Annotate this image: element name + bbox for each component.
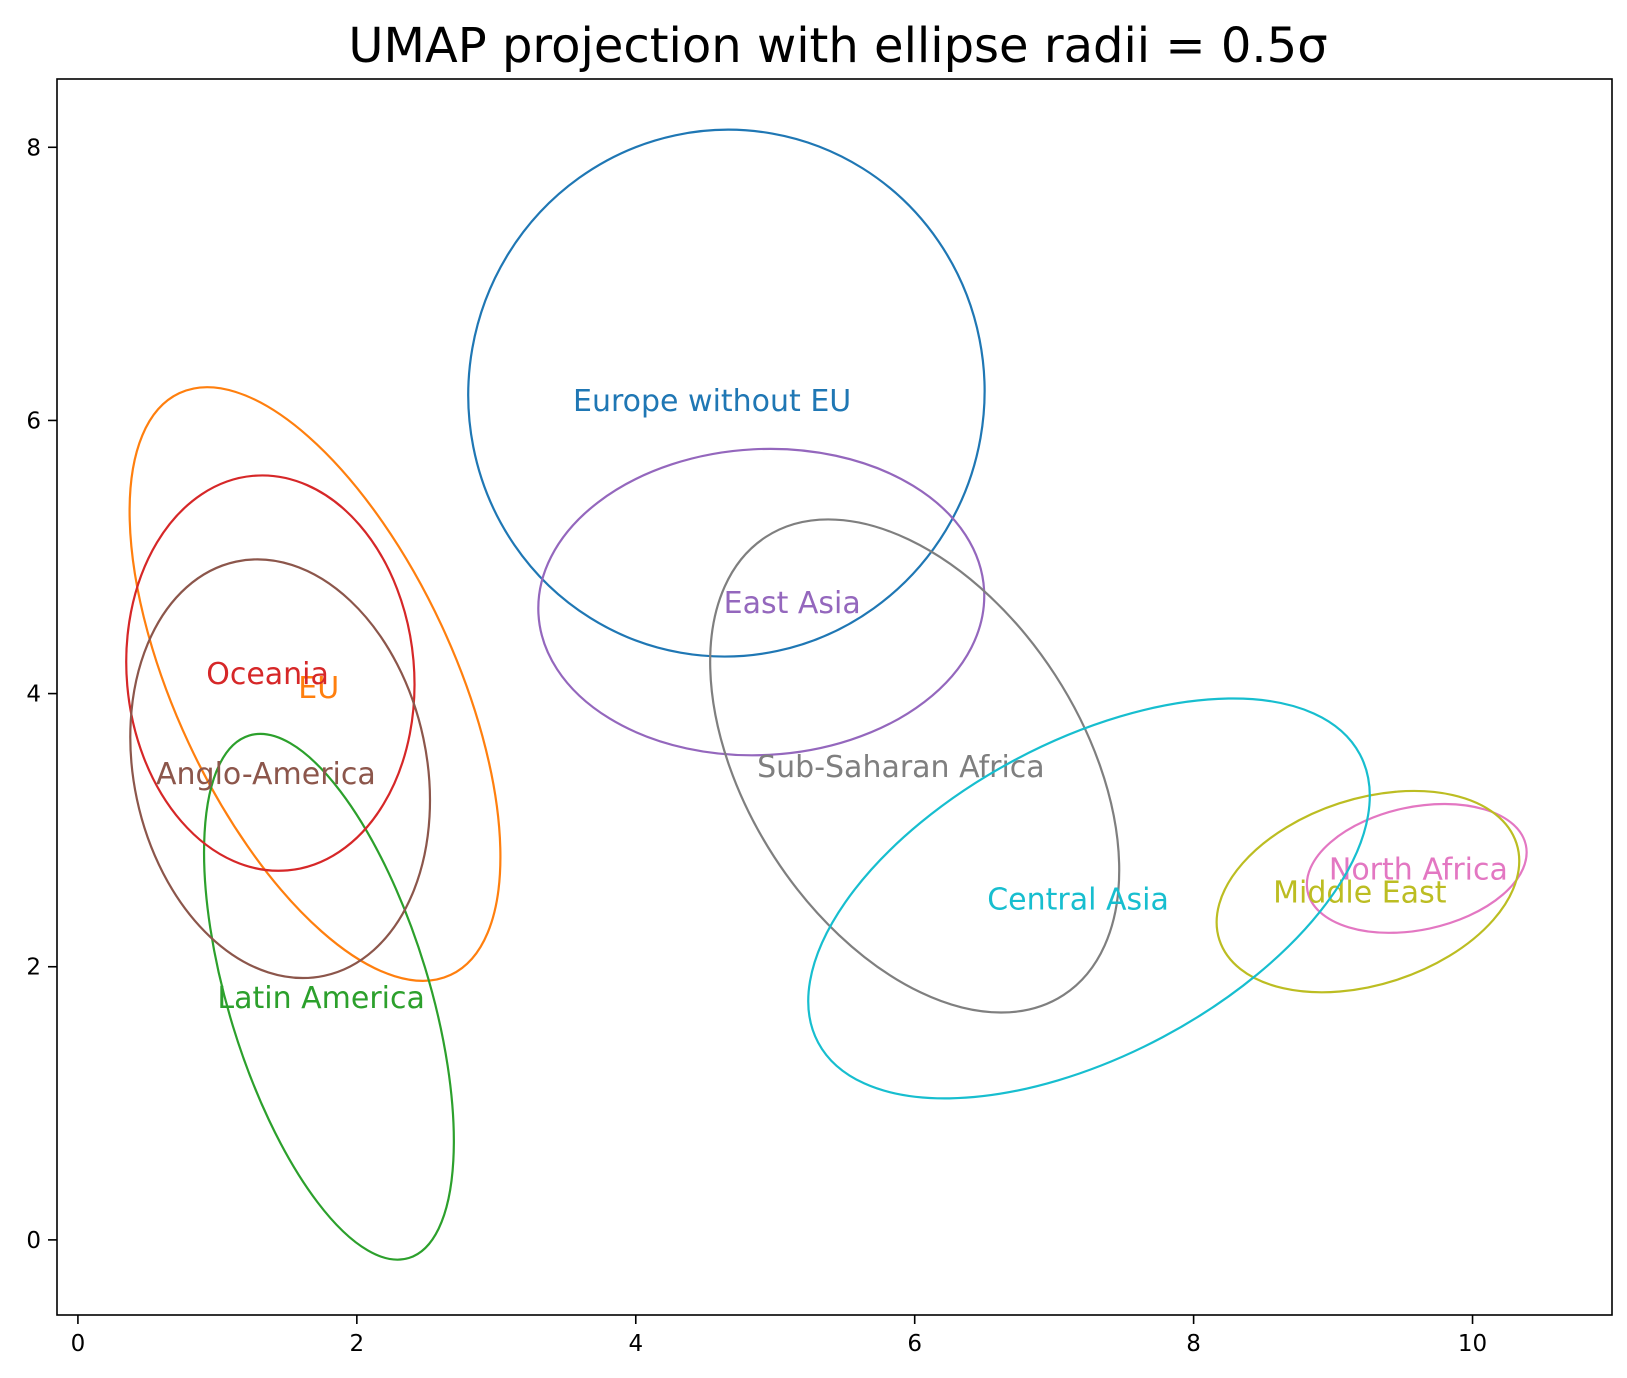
ellipse-oceania [125, 474, 416, 872]
ellipse-sub-saharan-africa [709, 518, 1121, 1014]
label-latin-america: Latin America [217, 981, 425, 1016]
label-sub-saharan-africa: Sub-Saharan Africa [757, 750, 1045, 785]
ellipse-europe-without-eu [467, 128, 986, 658]
x-axis: 0 2 4 6 8 10 [71, 1315, 1487, 1357]
label-east-asia: East Asia [724, 586, 861, 621]
label-north-africa: North Africa [1329, 852, 1508, 887]
x-tick-label: 0 [71, 1331, 86, 1357]
x-tick-label: 8 [1186, 1331, 1201, 1357]
x-tick-label: 10 [1458, 1331, 1487, 1357]
x-tick-label: 4 [628, 1331, 643, 1357]
plot-frame [56, 78, 1613, 1316]
chart-title: UMAP projection with ellipse radii = 0.5… [348, 18, 1327, 74]
ellipse-middle-east [1215, 789, 1521, 994]
x-tick-label: 6 [907, 1331, 922, 1357]
label-central-asia: Central Asia [987, 882, 1169, 917]
x-tick-label: 2 [350, 1331, 365, 1357]
ellipse-central-asia [807, 697, 1371, 1100]
ellipse-eu [128, 386, 502, 982]
plot-area: Europe without EU EU Latin America Oceania E… [125, 128, 1528, 1261]
label-eu: EU [298, 671, 339, 706]
y-axis: 0 2 4 6 8 [26, 135, 57, 1254]
y-tick-label: 6 [26, 408, 41, 434]
label-anglo-america: Anglo-America [156, 757, 376, 792]
label-middle-east: Middle East [1273, 876, 1447, 911]
y-tick-label: 0 [26, 1228, 41, 1254]
y-tick-label: 4 [26, 682, 41, 708]
ellipse-anglo-america [129, 558, 432, 980]
ellipse-north-africa [1305, 802, 1528, 934]
ellipse-latin-america [202, 732, 455, 1261]
label-europe-without-eu: Europe without EU [573, 384, 851, 419]
y-tick-label: 2 [26, 955, 41, 981]
label-oceania: Oceania [206, 657, 329, 692]
y-tick-label: 8 [26, 135, 41, 161]
